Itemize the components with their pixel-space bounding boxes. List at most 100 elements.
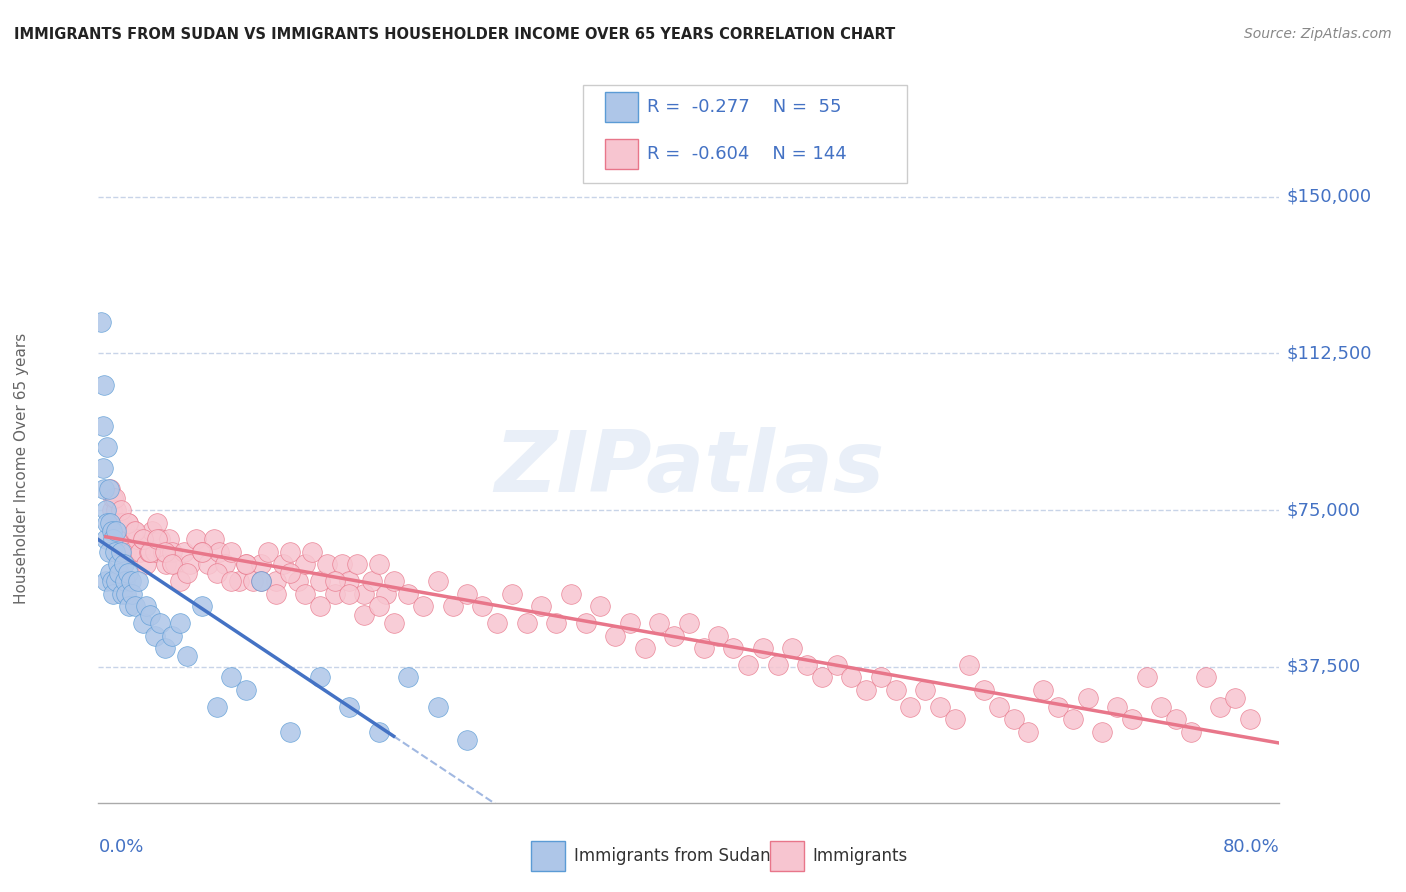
Immigrants from Sudan — [205, 699, 228, 714]
Immigrants — [219, 574, 242, 589]
Immigrants — [1223, 691, 1246, 706]
Immigrants — [128, 545, 150, 559]
Immigrants — [278, 545, 302, 559]
Immigrants — [1135, 670, 1157, 684]
Immigrants — [959, 657, 981, 672]
Immigrants — [112, 533, 135, 547]
Immigrants from Sudan — [104, 545, 127, 559]
Text: R =  -0.604    N = 144: R = -0.604 N = 144 — [647, 145, 846, 163]
Immigrants — [141, 524, 163, 538]
Immigrants — [264, 587, 287, 601]
Immigrants — [103, 491, 125, 505]
Immigrants — [589, 599, 612, 614]
Immigrants from Sudan — [98, 516, 121, 530]
Immigrants — [427, 574, 450, 589]
Immigrants — [544, 615, 567, 630]
Immigrants — [149, 533, 172, 547]
Immigrants — [124, 524, 146, 538]
Immigrants — [242, 574, 264, 589]
Immigrants from Sudan — [98, 566, 121, 580]
Immigrants — [337, 587, 360, 601]
Text: ZIPatlas: ZIPatlas — [494, 426, 884, 510]
Text: Immigrants from Sudan: Immigrants from Sudan — [574, 847, 770, 865]
Immigrants — [208, 545, 231, 559]
Immigrants — [114, 524, 136, 538]
Immigrants from Sudan — [337, 699, 360, 714]
Immigrants — [1180, 724, 1202, 739]
Immigrants — [751, 641, 773, 656]
Immigrants — [250, 574, 273, 589]
Text: $75,000: $75,000 — [1286, 501, 1361, 519]
Immigrants — [1164, 712, 1187, 726]
Immigrants — [1209, 699, 1232, 714]
Immigrants — [132, 533, 155, 547]
Immigrants — [501, 587, 523, 601]
Immigrants — [153, 545, 176, 559]
Immigrants — [301, 545, 323, 559]
Immigrants — [110, 503, 132, 517]
Immigrants — [633, 641, 655, 656]
Immigrants — [205, 566, 228, 580]
Immigrants — [619, 615, 641, 630]
Immigrants — [138, 545, 160, 559]
Immigrants from Sudan — [309, 670, 332, 684]
Immigrants — [382, 615, 405, 630]
Immigrants — [139, 545, 162, 559]
Immigrants — [309, 599, 332, 614]
Immigrants — [368, 599, 391, 614]
Immigrants — [104, 491, 127, 505]
Immigrants — [125, 533, 148, 547]
Immigrants — [184, 533, 207, 547]
Text: IMMIGRANTS FROM SUDAN VS IMMIGRANTS HOUSEHOLDER INCOME OVER 65 YEARS CORRELATION: IMMIGRANTS FROM SUDAN VS IMMIGRANTS HOUS… — [14, 27, 896, 42]
Immigrants — [353, 587, 375, 601]
Immigrants — [323, 587, 346, 601]
Immigrants — [766, 657, 789, 672]
Immigrants from Sudan — [97, 482, 120, 496]
Immigrants from Sudan — [139, 607, 162, 622]
Immigrants — [693, 641, 716, 656]
Immigrants from Sudan — [112, 558, 135, 572]
Immigrants — [146, 533, 169, 547]
Immigrants — [707, 628, 730, 642]
Immigrants — [1077, 691, 1099, 706]
Immigrants from Sudan — [111, 587, 134, 601]
Immigrants — [179, 558, 201, 572]
Immigrants from Sudan — [127, 574, 149, 589]
Immigrants — [648, 615, 671, 630]
Text: $150,000: $150,000 — [1286, 187, 1372, 205]
Immigrants — [135, 558, 157, 572]
Immigrants — [1105, 699, 1128, 714]
Immigrants from Sudan — [117, 566, 139, 580]
Immigrants — [412, 599, 434, 614]
Immigrants — [120, 545, 142, 559]
Immigrants — [100, 503, 122, 517]
Immigrants — [294, 587, 316, 601]
Immigrants — [664, 628, 686, 642]
Immigrants — [228, 574, 250, 589]
Immigrants — [839, 670, 862, 684]
Immigrants — [271, 558, 294, 572]
Immigrants — [143, 545, 166, 559]
Immigrants — [375, 587, 398, 601]
Immigrants — [146, 516, 169, 530]
Immigrants — [560, 587, 582, 601]
Immigrants — [574, 615, 596, 630]
Immigrants — [316, 558, 339, 572]
Immigrants from Sudan — [107, 558, 129, 572]
Immigrants from Sudan — [96, 441, 118, 455]
Immigrants from Sudan — [118, 599, 141, 614]
Immigrants — [973, 682, 995, 697]
Immigrants — [278, 566, 302, 580]
Immigrants from Sudan — [100, 524, 122, 538]
Immigrants from Sudan — [143, 628, 166, 642]
Immigrants — [914, 682, 936, 697]
Immigrants — [1032, 682, 1054, 697]
Immigrants — [287, 574, 309, 589]
Immigrants — [810, 670, 832, 684]
Immigrants — [382, 574, 405, 589]
Immigrants from Sudan — [235, 682, 257, 697]
Immigrants — [1121, 712, 1143, 726]
Immigrants — [486, 615, 509, 630]
Immigrants — [294, 558, 316, 572]
Immigrants — [825, 657, 848, 672]
